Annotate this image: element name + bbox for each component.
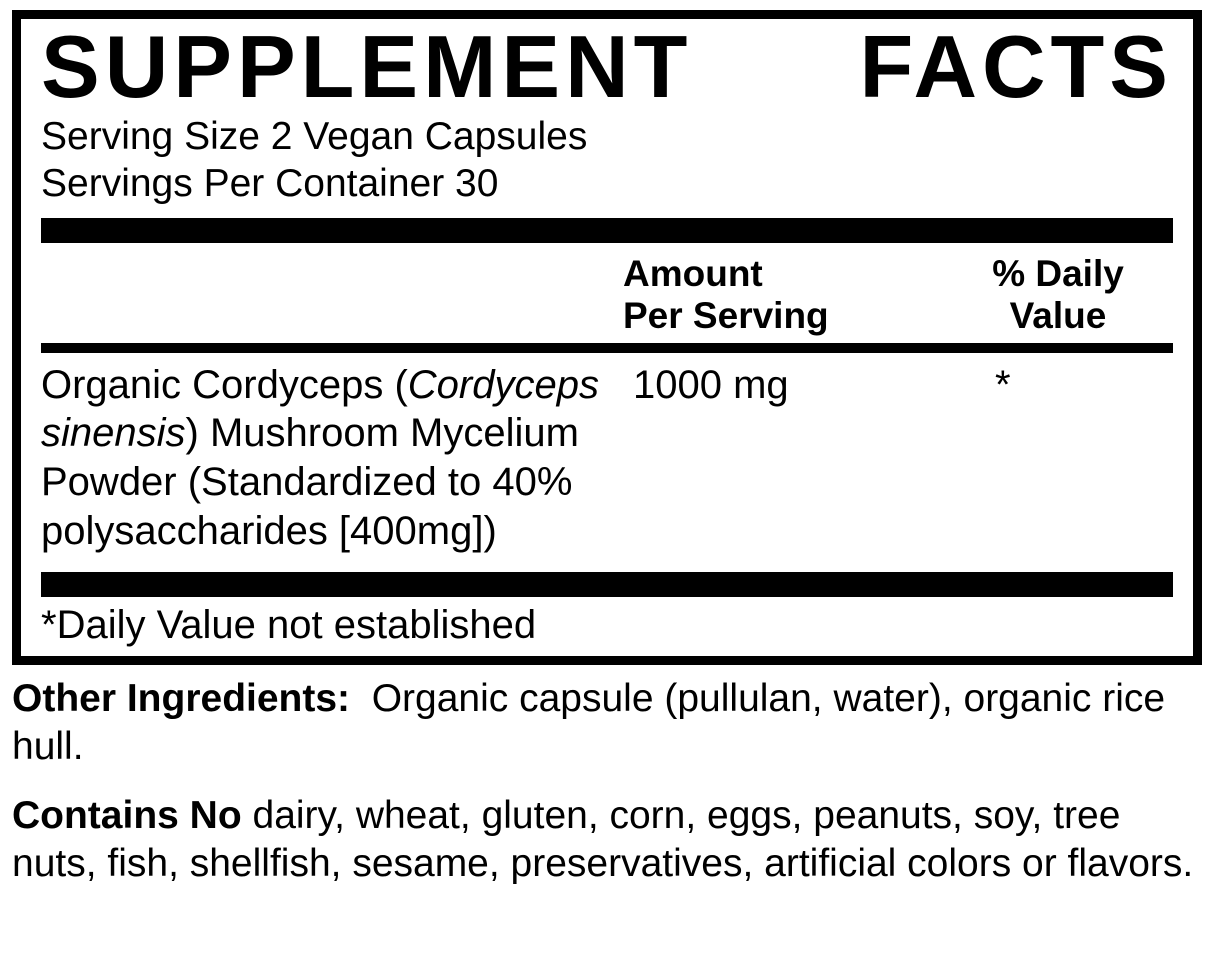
- serving-size: Serving Size 2 Vegan Capsules: [41, 114, 1173, 161]
- divider-thick: [41, 572, 1173, 597]
- header-amount: Amount Per Serving: [623, 253, 943, 338]
- below-panel-text: Other Ingredients: Organic capsule (pull…: [12, 675, 1202, 908]
- divider-thick: [41, 218, 1173, 243]
- footnote: *Daily Value not established: [41, 597, 1173, 648]
- header-daily-value: % Daily Value: [943, 253, 1173, 338]
- supplement-facts-panel: SUPPLEMENT FACTS Serving Size 2 Vegan Ca…: [12, 10, 1202, 665]
- serving-info: Serving Size 2 Vegan Capsules Servings P…: [41, 111, 1173, 218]
- divider-thin: [41, 343, 1173, 353]
- other-ingredients: Other Ingredients: Organic capsule (pull…: [12, 675, 1202, 792]
- ingredient-name: Organic Cordyceps (Cordyceps sinensis) M…: [41, 361, 623, 556]
- servings-per-container: Servings Per Container 30: [41, 161, 1173, 208]
- column-headers: Amount Per Serving % Daily Value: [41, 243, 1173, 343]
- ingredient-daily-value: *: [943, 361, 1173, 556]
- panel-title: SUPPLEMENT FACTS: [41, 19, 1173, 111]
- contains-no: Contains No dairy, wheat, gluten, corn, …: [12, 792, 1202, 909]
- ingredient-amount: 1000 mg: [623, 361, 943, 556]
- ingredient-row: Organic Cordyceps (Cordyceps sinensis) M…: [41, 353, 1173, 572]
